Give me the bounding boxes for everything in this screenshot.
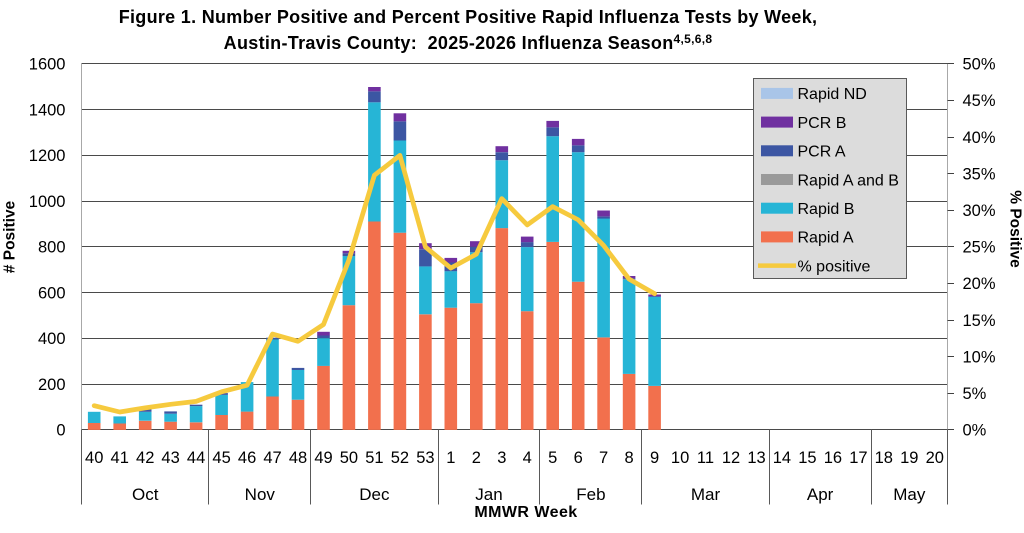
svg-text:35%: 35% bbox=[963, 165, 996, 183]
svg-text:51: 51 bbox=[365, 449, 383, 467]
svg-text:42: 42 bbox=[136, 449, 154, 467]
svg-text:50%: 50% bbox=[963, 56, 996, 74]
svg-text:1: 1 bbox=[446, 449, 455, 467]
svg-text:40: 40 bbox=[85, 449, 103, 467]
svg-text:2: 2 bbox=[472, 449, 481, 467]
svg-text:% positive: % positive bbox=[798, 258, 871, 275]
svg-text:1400: 1400 bbox=[29, 101, 66, 119]
svg-text:1600: 1600 bbox=[29, 56, 66, 74]
svg-text:44: 44 bbox=[187, 449, 205, 467]
svg-text:43: 43 bbox=[161, 449, 179, 467]
svg-text:% Positive: % Positive bbox=[1007, 190, 1024, 268]
svg-text:5: 5 bbox=[548, 449, 557, 467]
svg-text:800: 800 bbox=[38, 239, 66, 257]
svg-text:41: 41 bbox=[111, 449, 129, 467]
svg-text:30%: 30% bbox=[963, 202, 996, 220]
svg-text:PCR B: PCR B bbox=[798, 115, 847, 132]
svg-text:1000: 1000 bbox=[29, 193, 66, 211]
svg-text:0: 0 bbox=[56, 422, 65, 440]
svg-text:16: 16 bbox=[824, 449, 842, 467]
svg-text:45: 45 bbox=[212, 449, 230, 467]
svg-text:200: 200 bbox=[38, 376, 66, 394]
svg-text:Rapid B: Rapid B bbox=[798, 201, 855, 218]
svg-text:Apr: Apr bbox=[807, 485, 834, 504]
svg-text:46: 46 bbox=[238, 449, 256, 467]
svg-text:May: May bbox=[893, 485, 926, 504]
svg-text:19: 19 bbox=[900, 449, 918, 467]
svg-text:25%: 25% bbox=[963, 239, 996, 257]
svg-text:12: 12 bbox=[722, 449, 740, 467]
svg-text:40%: 40% bbox=[963, 129, 996, 147]
svg-text:3: 3 bbox=[497, 449, 506, 467]
svg-text:PCR A: PCR A bbox=[798, 144, 846, 161]
svg-text:52: 52 bbox=[391, 449, 409, 467]
svg-text:4: 4 bbox=[523, 449, 532, 467]
svg-text:Austin-Travis County: 2025-20: Austin-Travis County: 2025-2026 Influenz… bbox=[224, 32, 713, 53]
svg-text:13: 13 bbox=[747, 449, 765, 467]
svg-text:45%: 45% bbox=[963, 92, 996, 110]
svg-text:15%: 15% bbox=[963, 312, 996, 330]
svg-text:10: 10 bbox=[671, 449, 689, 467]
svg-text:10%: 10% bbox=[963, 348, 996, 366]
svg-text:14: 14 bbox=[773, 449, 791, 467]
svg-text:9: 9 bbox=[650, 449, 659, 467]
svg-text:Figure 1. Number Positive and: Figure 1. Number Positive and Percent Po… bbox=[119, 7, 818, 27]
svg-text:Mar: Mar bbox=[691, 485, 721, 504]
svg-text:MMWR Week: MMWR Week bbox=[474, 504, 577, 521]
svg-text:53: 53 bbox=[416, 449, 434, 467]
svg-text:Jan: Jan bbox=[475, 485, 502, 504]
svg-text:1200: 1200 bbox=[29, 147, 66, 165]
svg-text:Rapid A: Rapid A bbox=[798, 230, 854, 247]
svg-text:8: 8 bbox=[625, 449, 634, 467]
svg-text:15: 15 bbox=[798, 449, 816, 467]
svg-text:20%: 20% bbox=[963, 275, 996, 293]
svg-text:Rapid A and B: Rapid A and B bbox=[798, 172, 899, 189]
svg-text:600: 600 bbox=[38, 284, 66, 302]
svg-text:47: 47 bbox=[263, 449, 281, 467]
svg-text:Nov: Nov bbox=[245, 485, 276, 504]
svg-text:18: 18 bbox=[875, 449, 893, 467]
svg-text:11: 11 bbox=[697, 449, 714, 467]
svg-text:50: 50 bbox=[340, 449, 358, 467]
svg-text:20: 20 bbox=[926, 449, 944, 467]
svg-text:5%: 5% bbox=[963, 385, 987, 403]
svg-text:Feb: Feb bbox=[576, 485, 605, 504]
svg-text:6: 6 bbox=[574, 449, 583, 467]
svg-text:# Positive: # Positive bbox=[2, 200, 19, 273]
svg-text:0%: 0% bbox=[963, 422, 987, 440]
svg-text:17: 17 bbox=[849, 449, 867, 467]
svg-text:7: 7 bbox=[599, 449, 608, 467]
svg-text:Oct: Oct bbox=[132, 485, 159, 504]
svg-text:400: 400 bbox=[38, 330, 66, 348]
svg-text:48: 48 bbox=[289, 449, 307, 467]
svg-text:49: 49 bbox=[314, 449, 332, 467]
svg-text:Dec: Dec bbox=[359, 485, 390, 504]
svg-text:Rapid ND: Rapid ND bbox=[798, 86, 867, 103]
